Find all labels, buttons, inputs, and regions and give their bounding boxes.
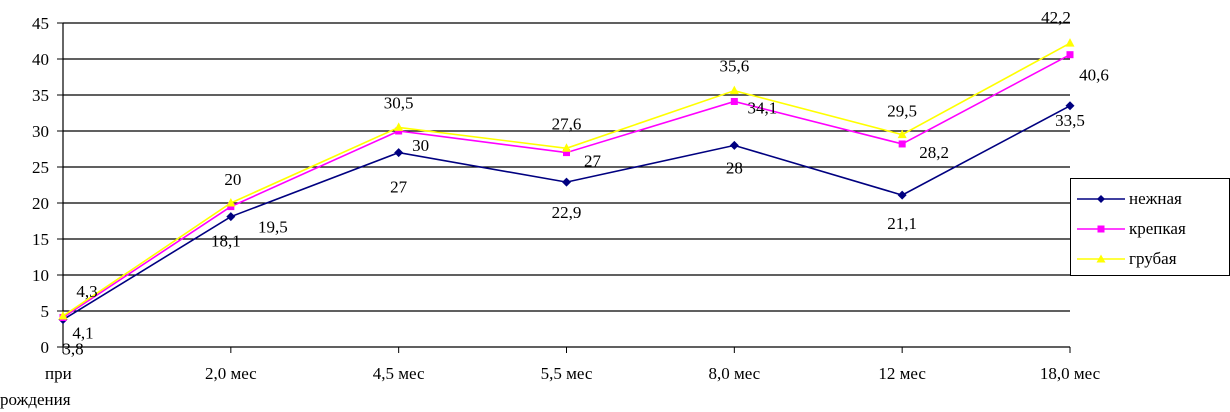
point-marker (227, 203, 235, 211)
x-tick-label: 12 мес (878, 364, 926, 383)
data-label: 22,9 (552, 203, 582, 222)
gridlines (63, 22, 1070, 312)
data-label: 27 (584, 152, 602, 171)
data-label: 19,5 (258, 218, 288, 237)
legend-item-krepkaya: крепкая (1071, 219, 1230, 239)
x-tick-label: 5,5 мес (541, 364, 593, 383)
x-tick-label: 8,0 мес (708, 364, 760, 383)
point-marker (1066, 51, 1074, 59)
data-label: 30 (412, 136, 429, 155)
x-tick-label: 4,5 мес (373, 364, 425, 383)
legend-swatch-krepkaya (1077, 225, 1125, 233)
legend-swatch-nezhnaya (1077, 195, 1125, 203)
point-marker (226, 212, 236, 222)
point-marker (897, 190, 907, 200)
data-label: 20 (224, 170, 241, 189)
data-label: 35,6 (719, 57, 749, 76)
data-label: 40,6 (1079, 66, 1109, 85)
data-label: 30,5 (384, 93, 414, 112)
legend-label: крепкая (1129, 219, 1186, 238)
data-label: 18,1 (211, 232, 241, 251)
y-tick-label: 5 (41, 302, 50, 321)
axes (57, 22, 1071, 353)
point-marker (730, 97, 738, 105)
data-label: 29,5 (887, 102, 917, 121)
y-tick-label: 45 (32, 14, 49, 33)
y-tick-label: 0 (41, 338, 50, 357)
data-label: 4,1 (72, 323, 93, 342)
y-tick-label: 40 (32, 50, 49, 69)
point-marker (562, 177, 571, 187)
x-tick-label: 2,0 мес (205, 364, 257, 383)
point-marker (226, 198, 236, 207)
y-tick-label: 20 (32, 194, 49, 213)
y-tick-label: 35 (32, 86, 49, 105)
x-tick-labels: при рождения 2,0 мес 4,5 мес 5,5 мес 8,0 мес 1… (0, 364, 1101, 409)
point-marker (898, 140, 906, 148)
data-label: 4,3 (76, 282, 97, 301)
legend-item-grubaya: грубая (1071, 249, 1230, 269)
point-marker (58, 311, 68, 320)
data-label: 28 (726, 158, 743, 177)
data-label: 33,5 (1055, 111, 1085, 130)
data-label: 27 (390, 178, 408, 197)
y-tick-label: 10 (32, 266, 49, 285)
y-tick-labels: 0 5 10 15 20 25 30 35 40 45 (32, 14, 49, 357)
point-marker (562, 143, 571, 152)
data-label: 21,1 (887, 214, 917, 233)
legend: нежная крепкая грубая (1070, 178, 1230, 276)
point-marker (394, 122, 404, 131)
legend-item-nezhnaya: нежная (1071, 189, 1230, 209)
point-marker (395, 127, 403, 135)
data-label: 28,2 (919, 143, 949, 162)
data-label: 3,8 (62, 340, 83, 359)
point-marker (729, 140, 739, 150)
point-marker (1065, 38, 1075, 47)
x-tick-label: при (45, 364, 72, 383)
y-tick-label: 25 (32, 158, 49, 177)
point-marker (897, 129, 907, 139)
point-marker (394, 148, 404, 158)
series-lines (58, 38, 1075, 325)
legend-label: нежная (1129, 189, 1182, 208)
y-tick-label: 30 (32, 122, 49, 141)
legend-label: грубая (1129, 249, 1177, 268)
y-tick-label: 15 (32, 230, 49, 249)
legend-swatch-grubaya (1077, 254, 1125, 263)
point-marker (1065, 101, 1075, 111)
data-label: 42,2 (1041, 8, 1071, 27)
data-label: 34,1 (747, 98, 777, 117)
point-marker (729, 85, 739, 95)
x-tick-label: 18,0 мес (1040, 364, 1101, 383)
data-label: 27,6 (552, 114, 582, 133)
data-labels: 3,8 18,1 27 22,9 28 21,1 33,5 4,1 19,5 30 27 34,1 28… (62, 8, 1109, 358)
x-tick-label: рождения (0, 390, 71, 409)
series-2 (58, 38, 1075, 320)
point-marker (563, 149, 570, 157)
